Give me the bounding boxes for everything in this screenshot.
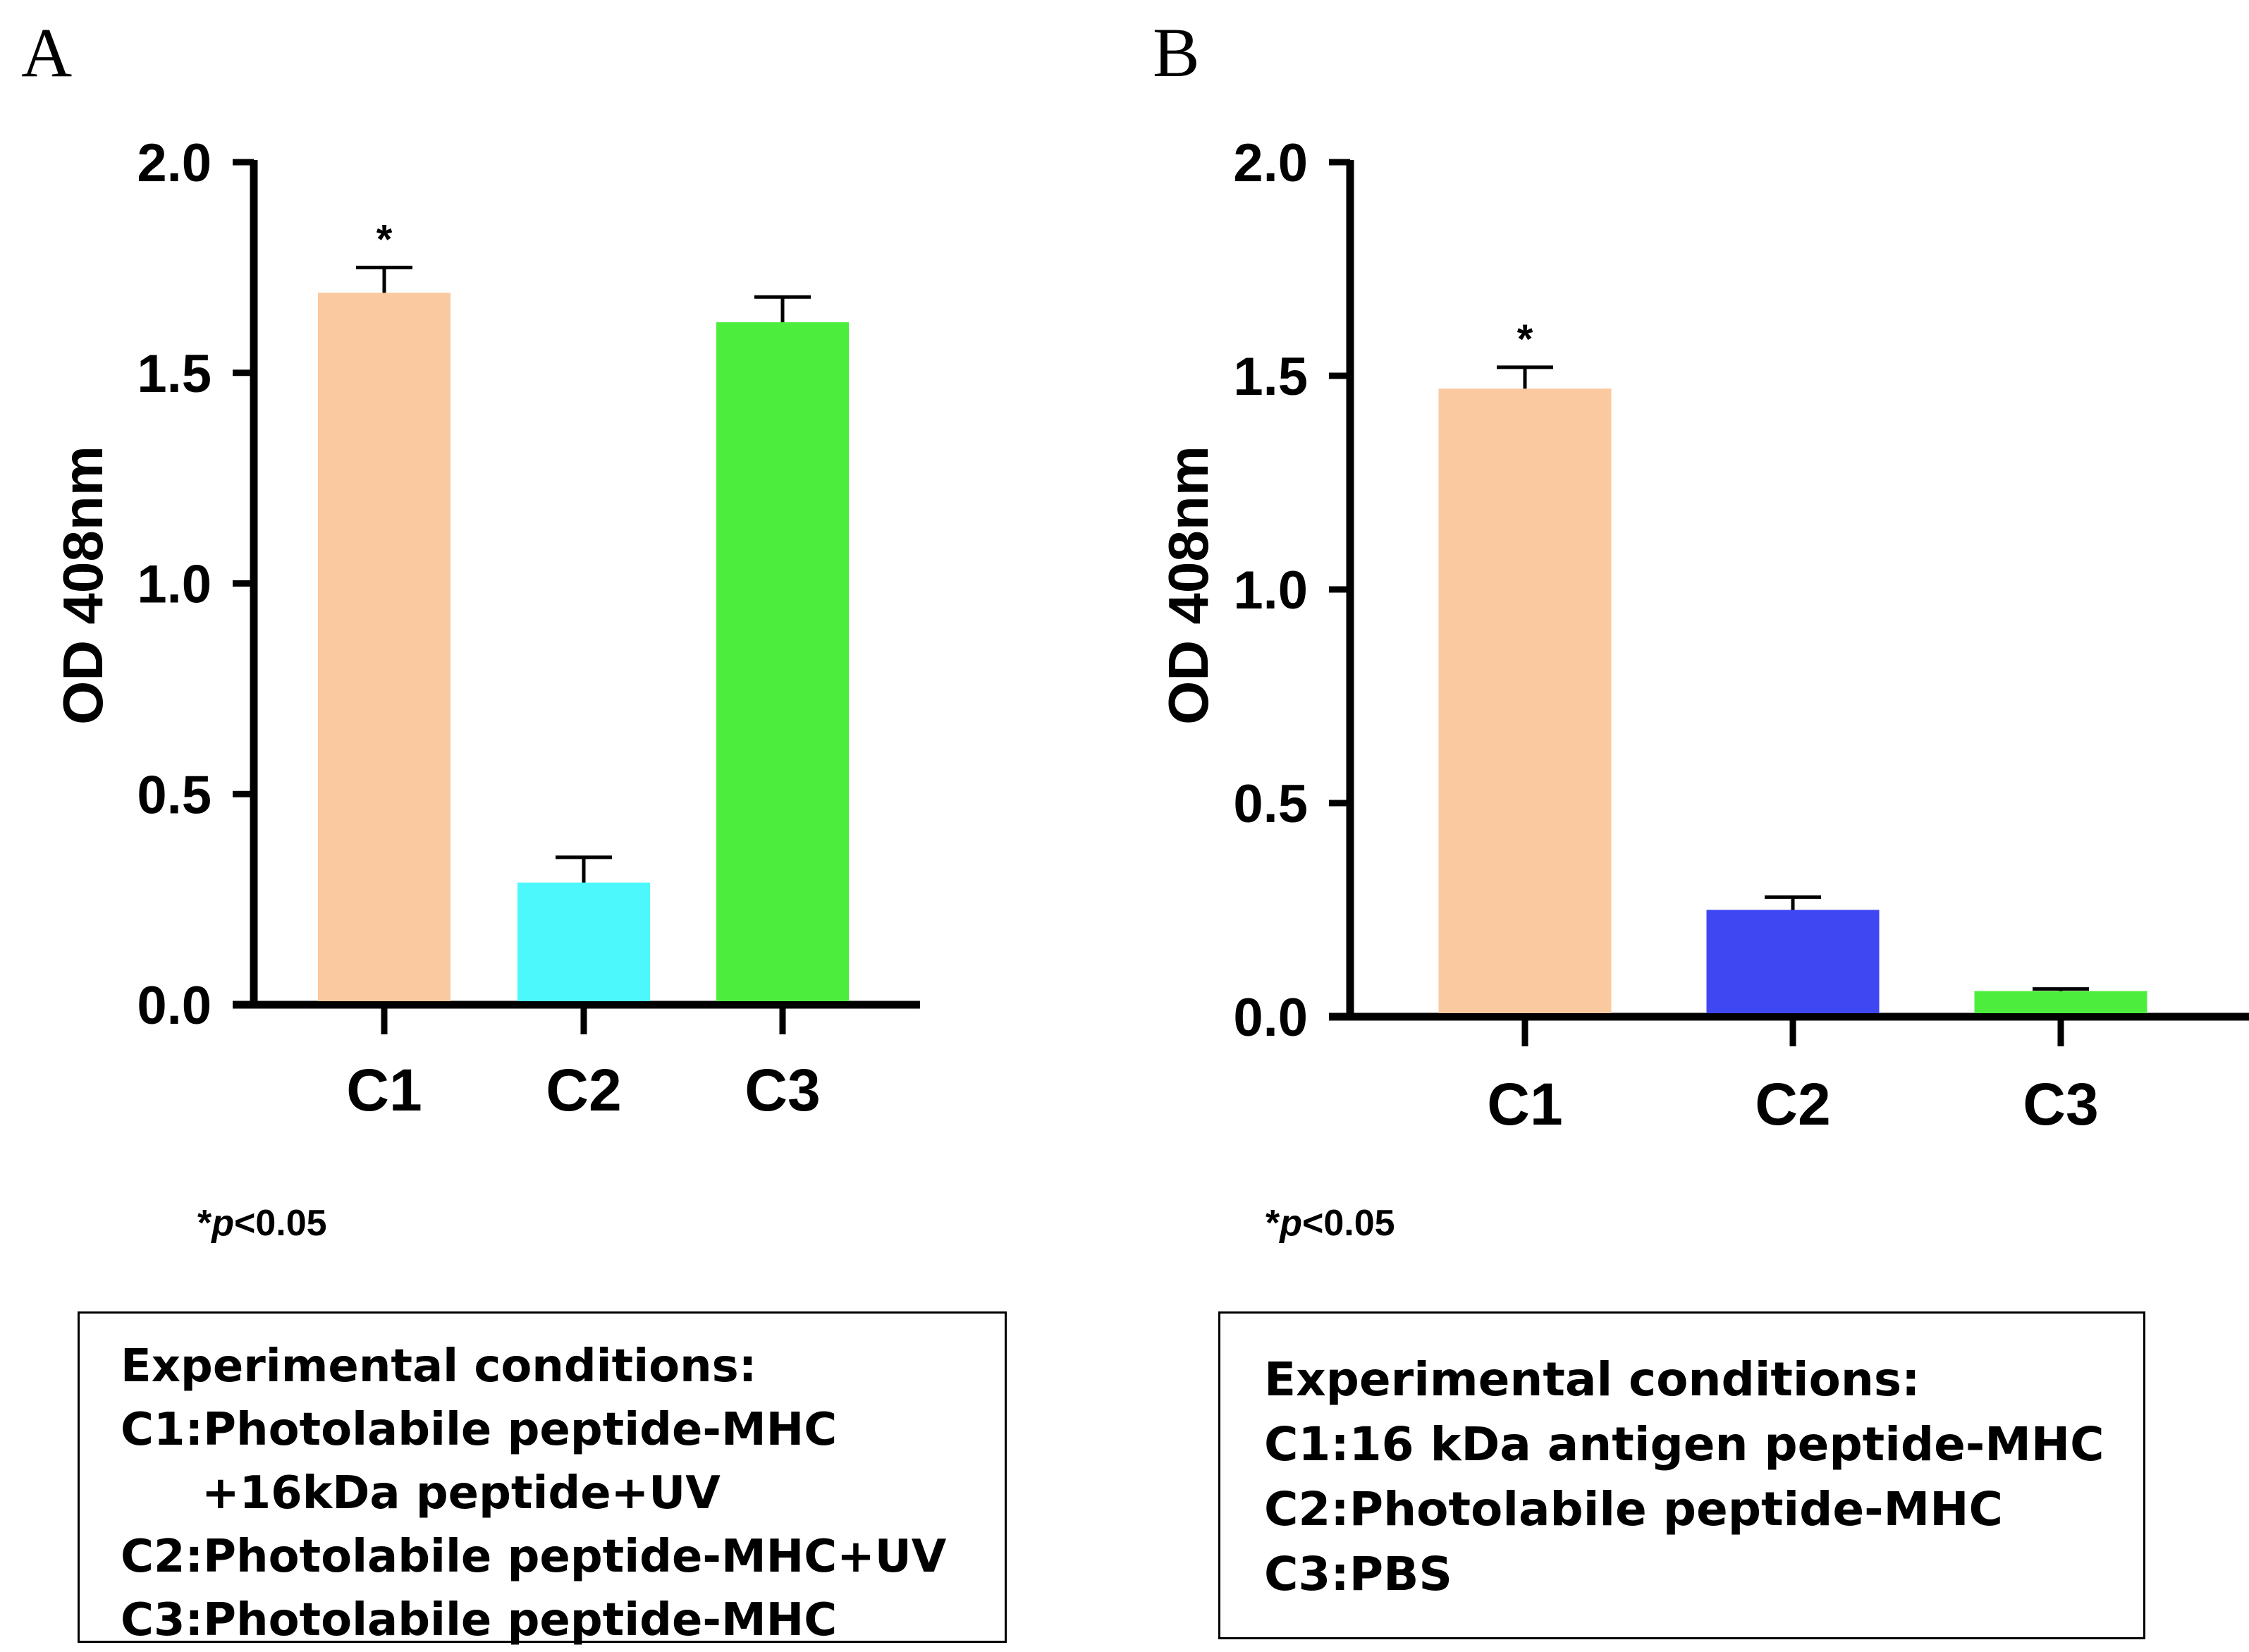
- condition-line: C1:16 kDa antigen peptide-MHC: [1264, 1417, 2104, 1471]
- y-tick-label: 0.5: [1233, 774, 1308, 834]
- condition-line: C3:Photolabile peptide-MHC: [121, 1594, 838, 1646]
- y-tick-label: 2.0: [137, 133, 212, 193]
- condition-line: +16kDa peptide+UV: [202, 1467, 721, 1519]
- conditions-box: Experimental conditions: C1:Photolabile …: [78, 1311, 1007, 1646]
- significance-marker: *: [1517, 317, 1533, 362]
- bar: [716, 322, 849, 1001]
- bar: [1438, 388, 1612, 1013]
- condition-line: C2:Photolabile peptide-MHC: [1264, 1482, 2003, 1536]
- y-tick-label: 1.0: [1233, 561, 1308, 620]
- panel-letter: B: [1153, 13, 1200, 92]
- significance-note: *p<0.05: [1266, 1203, 1395, 1244]
- y-tick-label: 1.5: [137, 344, 212, 404]
- y-axis-label: OD 408nm: [1157, 446, 1220, 725]
- condition-line: C3:PBS: [1264, 1547, 1452, 1601]
- panel-letter: A: [21, 13, 73, 92]
- bar-chart: 0.0 0.5 1.0 1.5 2.0 OD 408nm C1 C2 C3 *: [1157, 133, 2249, 1137]
- bar: [318, 293, 451, 1002]
- x-tick-label: C2: [1755, 1071, 1830, 1137]
- x-tick-label: C3: [744, 1057, 820, 1123]
- significance-note: *p<0.05: [197, 1203, 327, 1244]
- x-tick-label: C1: [346, 1057, 422, 1123]
- y-tick-label: 2.0: [1233, 133, 1308, 193]
- significance-marker: *: [376, 216, 393, 262]
- y-tick-label: 0.5: [137, 765, 212, 825]
- condition-line: C1:Photolabile peptide-MHC: [121, 1404, 838, 1456]
- x-tick-label: C1: [1487, 1071, 1562, 1137]
- x-tick-label: C3: [2023, 1071, 2098, 1137]
- conditions-title: Experimental conditions:: [1264, 1352, 1920, 1407]
- bar: [1706, 910, 1880, 1013]
- bar-chart: 0.0 0.5 1.0 1.5 2.0 OD 408nm C1 C2 C3 *: [51, 133, 920, 1123]
- conditions-title: Experimental conditions:: [121, 1340, 757, 1393]
- y-axis-label: OD 408nm: [51, 446, 114, 725]
- y-tick-label: 1.0: [137, 555, 212, 615]
- y-tick-label: 0.0: [1233, 988, 1308, 1048]
- condition-line: C2:Photolabile peptide-MHC+UV: [121, 1531, 947, 1583]
- panel-a: A 0.0 0.5 1.0 1.5 2.0 OD 408nm C1 C2 C3 * *p<0.05…: [0, 0, 1124, 1648]
- bar: [517, 882, 650, 1001]
- y-tick-label: 0.0: [137, 976, 212, 1036]
- y-tick-label: 1.5: [1233, 347, 1308, 407]
- panel-b: B 0.0 0.5 1.0 1.5 2.0 OD 408nm C1 C2 C3 * *p<0.05…: [1124, 0, 2249, 1648]
- x-tick-label: C2: [546, 1057, 621, 1123]
- bar: [1974, 991, 2147, 1013]
- conditions-box: Experimental conditions: C1:16 kDa antig…: [1218, 1311, 2145, 1639]
